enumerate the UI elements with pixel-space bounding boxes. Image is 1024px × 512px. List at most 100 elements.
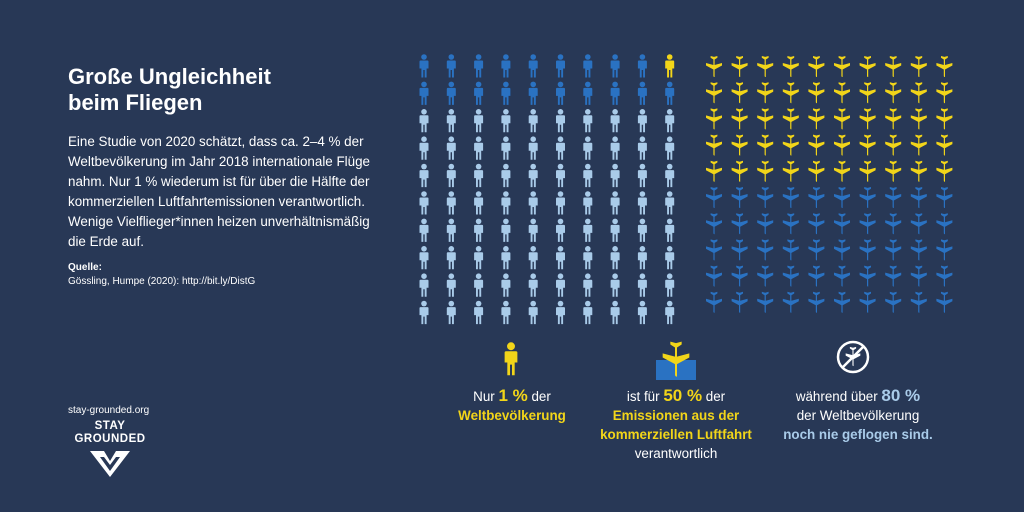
plane-icon (706, 134, 722, 156)
stat-3-post: der Weltbevölkerung (796, 408, 920, 423)
plane-icon (936, 291, 953, 313)
person-icon (610, 246, 620, 270)
person-icon (665, 54, 675, 78)
website-link[interactable]: stay-grounded.org (68, 405, 150, 416)
logo-chevron-icon (90, 451, 130, 477)
person-icon (637, 191, 647, 215)
plane-icon (936, 82, 953, 104)
person-icon (419, 54, 429, 78)
person-icon (665, 81, 675, 105)
person-icon (528, 191, 538, 215)
plane-icon (910, 160, 927, 182)
person-icon (419, 191, 429, 215)
plane-icon (834, 134, 850, 156)
plane-icon (885, 108, 902, 130)
person-icon (610, 300, 620, 325)
person-icon (637, 273, 647, 297)
intro-text: Eine Studie von 2020 schätzt, dass ca. 2… (68, 134, 370, 249)
person-icon (474, 300, 484, 325)
plane-icon (757, 213, 774, 235)
plane-icon (910, 291, 927, 313)
person-icon (501, 246, 511, 270)
person-icon (583, 273, 593, 297)
person-icon (528, 163, 538, 188)
person-icon (474, 191, 484, 215)
person-icon (446, 163, 456, 188)
person-icon (583, 109, 593, 133)
person-icon (665, 218, 675, 242)
plane-icon (859, 82, 876, 104)
plane-icon (731, 160, 748, 182)
person-icon (528, 109, 538, 133)
person-icon (610, 191, 620, 215)
person-icon (556, 300, 565, 325)
person-icon (419, 109, 429, 133)
plane-icon (782, 213, 799, 235)
person-icon (474, 54, 484, 78)
person-icon (665, 109, 675, 133)
plane-icon (885, 82, 902, 104)
person-icon (474, 246, 484, 270)
person-icon (419, 81, 429, 105)
plane-icon (706, 160, 722, 182)
person-icon (610, 136, 620, 160)
person-icon (446, 218, 456, 242)
plane-icon (859, 213, 876, 235)
plane-icon (910, 187, 927, 208)
plane-icon (834, 160, 850, 182)
person-icon (501, 136, 511, 160)
plane-icon (859, 134, 876, 156)
plane-icon (859, 291, 876, 313)
person-icon (665, 273, 675, 297)
plane-icon (910, 134, 927, 156)
plane-icon (706, 82, 722, 104)
person-icon (446, 81, 456, 105)
plane-icon (706, 213, 722, 235)
plane-icon (731, 239, 748, 261)
source-text: Gössling, Humpe (2020): http://bit.ly/Di… (68, 276, 256, 287)
stat-1-post: der (527, 389, 551, 404)
plane-icon (782, 82, 799, 104)
person-icon (637, 300, 647, 325)
person-icon (419, 300, 429, 325)
plane-icon (834, 187, 850, 208)
plane-icon (731, 291, 748, 313)
person-icon (474, 81, 484, 105)
plane-icon (782, 56, 799, 77)
plane-icon (808, 82, 825, 104)
person-icon (501, 300, 511, 325)
plane-icon (706, 187, 722, 208)
person-icon (610, 273, 620, 297)
plane-icon (834, 108, 850, 130)
person-icon (665, 300, 675, 325)
plane-icon (936, 239, 953, 261)
plane-icon (656, 340, 696, 380)
person-icon (528, 54, 538, 78)
stat-1-number: 1 % (498, 386, 528, 405)
person-icon (556, 218, 565, 242)
plane-icon (731, 134, 748, 156)
person-icon (528, 273, 538, 297)
plane-icon (757, 239, 774, 261)
title-line-2: beim Fliegen (68, 90, 203, 115)
person-icon (637, 246, 647, 270)
plane-icon (808, 291, 825, 313)
plane-icon (706, 291, 722, 313)
plane-icon (936, 265, 953, 287)
plane-icon (936, 213, 953, 235)
plane-icon (834, 291, 850, 313)
person-icon (501, 81, 511, 105)
plane-icon (808, 108, 825, 130)
plane-icon (808, 160, 825, 182)
plane-icon (808, 187, 825, 208)
person-icon (665, 163, 675, 188)
plane-icon (808, 239, 825, 261)
logo-word-2: GROUNDED (74, 433, 146, 445)
person-icon (474, 136, 484, 160)
person-icon (637, 218, 647, 242)
person-icon (556, 54, 565, 78)
plane-icon (885, 160, 902, 182)
person-icon (474, 273, 484, 297)
stat-3-highlight: noch nie geflogen sind. (783, 427, 933, 442)
plane-icon (936, 187, 953, 208)
